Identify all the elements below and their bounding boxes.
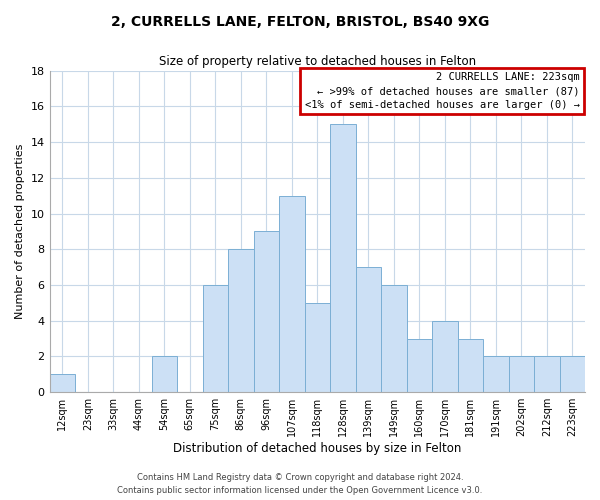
Bar: [228, 250, 254, 392]
Bar: [356, 267, 381, 392]
Bar: [381, 285, 407, 392]
Bar: [50, 374, 75, 392]
Text: 2, CURRELLS LANE, FELTON, BRISTOL, BS40 9XG: 2, CURRELLS LANE, FELTON, BRISTOL, BS40 …: [111, 15, 489, 29]
Bar: [330, 124, 356, 392]
Bar: [407, 338, 432, 392]
Bar: [254, 232, 279, 392]
Bar: [279, 196, 305, 392]
Bar: [203, 285, 228, 392]
Bar: [509, 356, 534, 392]
Bar: [560, 356, 585, 392]
Bar: [534, 356, 560, 392]
Y-axis label: Number of detached properties: Number of detached properties: [15, 144, 25, 319]
Bar: [305, 303, 330, 392]
Bar: [483, 356, 509, 392]
X-axis label: Distribution of detached houses by size in Felton: Distribution of detached houses by size …: [173, 442, 461, 455]
Bar: [152, 356, 177, 392]
Title: Size of property relative to detached houses in Felton: Size of property relative to detached ho…: [159, 55, 476, 68]
Text: 2 CURRELLS LANE: 223sqm
← >99% of detached houses are smaller (87)
<1% of semi-d: 2 CURRELLS LANE: 223sqm ← >99% of detach…: [305, 72, 580, 110]
Bar: [432, 320, 458, 392]
Bar: [458, 338, 483, 392]
Text: Contains HM Land Registry data © Crown copyright and database right 2024.
Contai: Contains HM Land Registry data © Crown c…: [118, 474, 482, 495]
